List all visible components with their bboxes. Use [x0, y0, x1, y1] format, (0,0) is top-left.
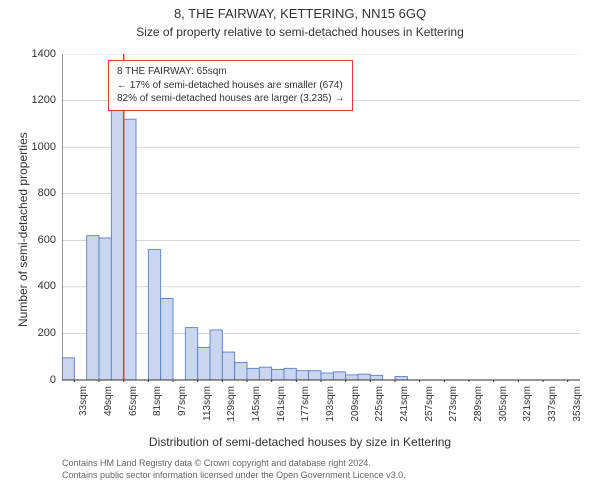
x-tick-label: 129sqm	[226, 386, 237, 434]
x-tick-label: 161sqm	[276, 386, 287, 434]
y-tick-label: 1000	[22, 141, 56, 153]
x-tick-label: 225sqm	[374, 386, 385, 434]
footer-line-2: Contains public sector information licen…	[62, 470, 406, 482]
x-tick-label: 289sqm	[473, 386, 484, 434]
x-tick-label: 193sqm	[325, 386, 336, 434]
x-tick-label: 33sqm	[78, 386, 89, 434]
x-tick-label: 305sqm	[498, 386, 509, 434]
chart-subtitle: Size of property relative to semi-detach…	[0, 25, 600, 39]
x-tick-label: 81sqm	[152, 386, 163, 434]
x-tick-label: 113sqm	[202, 386, 213, 434]
y-tick-label: 200	[22, 327, 56, 339]
x-tick-label: 49sqm	[103, 386, 114, 434]
x-tick-label: 177sqm	[300, 386, 311, 434]
legend-line-1: 8 THE FAIRWAY: 65sqm	[117, 65, 344, 79]
legend-line-3: 82% of semi-detached houses are larger (…	[117, 92, 344, 106]
x-tick-label: 145sqm	[251, 386, 262, 434]
x-axis-label: Distribution of semi-detached houses by …	[0, 435, 600, 449]
y-axis-label: Number of semi-detached properties	[16, 132, 30, 327]
x-tick-label: 97sqm	[177, 386, 188, 434]
y-tick-label: 1200	[22, 94, 56, 106]
y-tick-label: 400	[22, 280, 56, 292]
x-tick-label: 65sqm	[128, 386, 139, 434]
y-tick-label: 0	[22, 374, 56, 386]
legend-line-2: ← 17% of semi-detached houses are smalle…	[117, 79, 344, 93]
x-tick-label: 353sqm	[572, 386, 583, 434]
x-tick-label: 273sqm	[448, 386, 459, 434]
footer-line-1: Contains HM Land Registry data © Crown c…	[62, 458, 406, 470]
chart-legend: 8 THE FAIRWAY: 65sqm ← 17% of semi-detac…	[108, 60, 353, 111]
x-tick-label: 209sqm	[350, 386, 361, 434]
x-tick-label: 321sqm	[522, 386, 533, 434]
y-tick-label: 1400	[22, 48, 56, 60]
chart-container: 8, THE FAIRWAY, KETTERING, NN15 6GQ Size…	[0, 0, 600, 500]
chart-title: 8, THE FAIRWAY, KETTERING, NN15 6GQ	[0, 6, 600, 21]
y-tick-label: 800	[22, 187, 56, 199]
x-tick-label: 337sqm	[547, 386, 558, 434]
chart-footer: Contains HM Land Registry data © Crown c…	[62, 458, 406, 481]
x-tick-label: 241sqm	[399, 386, 410, 434]
y-tick-label: 600	[22, 234, 56, 246]
x-tick-label: 257sqm	[424, 386, 435, 434]
